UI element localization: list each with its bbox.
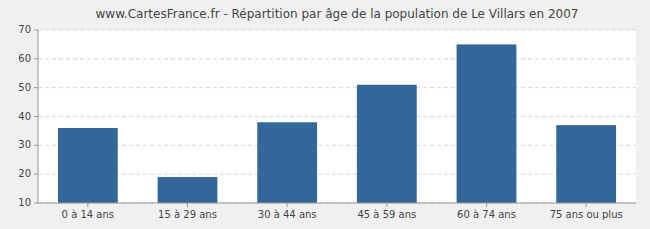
y-tick <box>34 145 38 146</box>
y-tick <box>34 58 38 59</box>
y-tick <box>34 203 38 204</box>
y-axis-line <box>38 30 39 203</box>
bar <box>357 85 417 203</box>
y-tick-label: 70 <box>18 24 31 35</box>
title: www.CartesFrance.fr - Répartition par âg… <box>96 7 579 21</box>
grid-line <box>38 145 636 146</box>
plot-background <box>38 30 636 203</box>
grid-line <box>38 116 636 117</box>
grid-line <box>38 203 636 204</box>
x-tick <box>87 203 88 207</box>
bar <box>158 177 218 203</box>
grid-line <box>38 87 636 88</box>
chart-container: 10 20 30 40 50 60 70 0 à 14 ans 15 à 29 ans 30 à … <box>0 0 650 229</box>
x-tick <box>586 203 587 207</box>
x-tick-label: 45 à 59 ans <box>357 209 416 220</box>
y-tick <box>34 174 38 175</box>
x-tick <box>287 203 288 207</box>
x-tick-label: 15 à 29 ans <box>158 209 217 220</box>
y-tick <box>34 116 38 117</box>
bar <box>257 122 317 203</box>
grid-line <box>38 58 636 59</box>
y-tick-label: 50 <box>18 82 31 93</box>
y-tick-label: 30 <box>18 139 31 150</box>
y-tick <box>34 30 38 31</box>
grid-line <box>38 30 636 31</box>
chart: 10 20 30 40 50 60 70 0 à 14 ans 15 à 29 ans 30 à … <box>0 0 650 229</box>
x-tick-label: 0 à 14 ans <box>62 209 114 220</box>
x-axis-line <box>38 203 636 204</box>
y-tick-label: 10 <box>18 197 31 208</box>
bar <box>457 44 517 203</box>
y-tick-label: 60 <box>18 53 31 64</box>
x-tick-label: 30 à 44 ans <box>258 209 317 220</box>
bar <box>556 125 616 203</box>
x-tick <box>486 203 487 207</box>
x-tick <box>386 203 387 207</box>
x-tick <box>187 203 188 207</box>
bars <box>58 44 616 203</box>
x-tick-label: 75 ans ou plus <box>550 209 623 220</box>
y-tick <box>34 87 38 88</box>
grid-line <box>38 174 636 175</box>
y-tick-label: 20 <box>18 168 31 179</box>
bar <box>58 128 118 203</box>
y-tick-label: 40 <box>18 111 31 122</box>
x-tick-label: 60 à 74 ans <box>457 209 516 220</box>
